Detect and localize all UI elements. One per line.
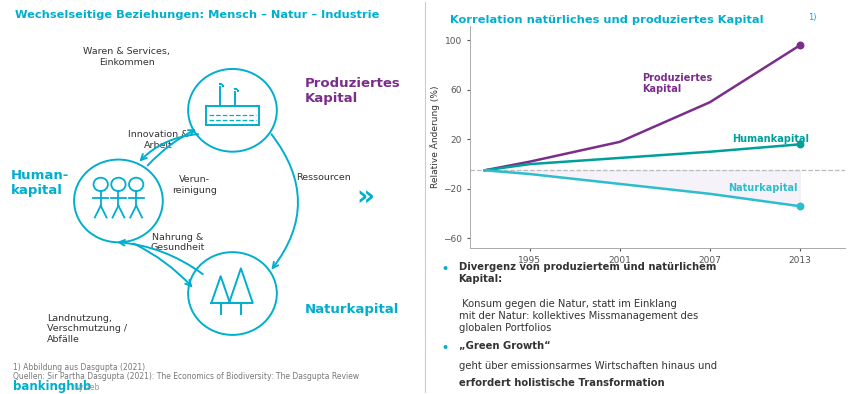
Text: Korrelation natürliches und produziertes Kapital: Korrelation natürliches und produziertes… [449, 15, 763, 25]
Text: geht über emissionsarmes Wirtschaften hinaus und: geht über emissionsarmes Wirtschaften hi… [458, 361, 719, 370]
Text: Waren & Services,
Einkommen: Waren & Services, Einkommen [84, 47, 170, 67]
Point [792, 203, 806, 209]
Text: •: • [441, 264, 448, 274]
Text: Konsum gegen die Natur, statt im Einklang
mit der Natur: kollektives Missmanagem: Konsum gegen die Natur, statt im Einklan… [458, 299, 697, 333]
Text: Produziertes
Kapital: Produziertes Kapital [641, 73, 712, 95]
Text: »: » [356, 183, 374, 211]
Text: Naturkapital: Naturkapital [304, 303, 398, 316]
Text: •: • [441, 343, 448, 353]
Text: Nahrung &
Gesundheit: Nahrung & Gesundheit [150, 232, 205, 252]
Text: Quellen: Sir Partha Dasgupta (2021): The Economics of Biodiversity: The Dasgupta: Quellen: Sir Partha Dasgupta (2021): The… [13, 372, 358, 381]
Polygon shape [229, 268, 252, 303]
Text: Human-
kapital: Human- kapital [10, 169, 69, 197]
Text: bankinghub: bankinghub [13, 380, 91, 393]
Point [792, 42, 806, 48]
Bar [206, 106, 258, 125]
Text: Ressourcen: Ressourcen [295, 173, 350, 182]
Text: erfordert holistische Transformation: erfordert holistische Transformation [458, 378, 664, 388]
Text: Produziertes
Kapital: Produziertes Kapital [304, 76, 400, 105]
Text: by zeb: by zeb [74, 383, 99, 392]
Point [792, 141, 806, 147]
Y-axis label: Relative Änderung (%): Relative Änderung (%) [430, 85, 440, 188]
Text: Innovation &
Arbeit: Innovation & Arbeit [128, 130, 189, 150]
Text: Divergenz von produziertem und natürlichem
Kapital:: Divergenz von produziertem und natürlich… [458, 262, 715, 284]
Text: Humankapital: Humankapital [732, 134, 808, 144]
Text: „Green Growth“: „Green Growth“ [458, 341, 549, 351]
Text: Naturkapital: Naturkapital [727, 183, 796, 193]
Text: Landnutzung,
Verschmutzung /
Abfälle: Landnutzung, Verschmutzung / Abfälle [46, 314, 127, 344]
Text: Verun-
reinigung: Verun- reinigung [172, 175, 217, 195]
Polygon shape [211, 276, 230, 303]
Text: 1) Abbildung aus Dasgupta (2021): 1) Abbildung aus Dasgupta (2021) [13, 362, 145, 372]
Text: 1): 1) [808, 13, 816, 22]
Text: Wechselseitige Beziehungen: Mensch – Natur – Industrie: Wechselseitige Beziehungen: Mensch – Nat… [15, 10, 379, 20]
